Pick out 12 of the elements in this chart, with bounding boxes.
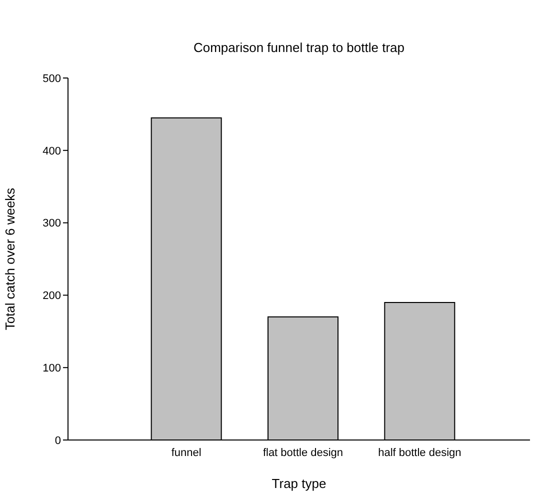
y-tick-label: 300 bbox=[42, 218, 61, 230]
y-tick-label: 500 bbox=[42, 72, 61, 85]
y-tick-label: 0 bbox=[54, 434, 61, 447]
y-axis-title: Total catch over 6 weeks bbox=[2, 187, 18, 330]
x-tick-label: half bottle design bbox=[378, 446, 462, 459]
y-tick-label: 200 bbox=[42, 290, 61, 302]
x-tick-label: flat bottle design bbox=[262, 446, 344, 459]
x-tick-label: funnel bbox=[171, 446, 202, 459]
y-tick-label: 400 bbox=[42, 145, 61, 158]
x-axis-title: Trap type bbox=[272, 476, 326, 491]
chart-title: Comparison funnel trap to bottle trap bbox=[192, 40, 406, 55]
y-tick-label: 100 bbox=[42, 362, 61, 375]
